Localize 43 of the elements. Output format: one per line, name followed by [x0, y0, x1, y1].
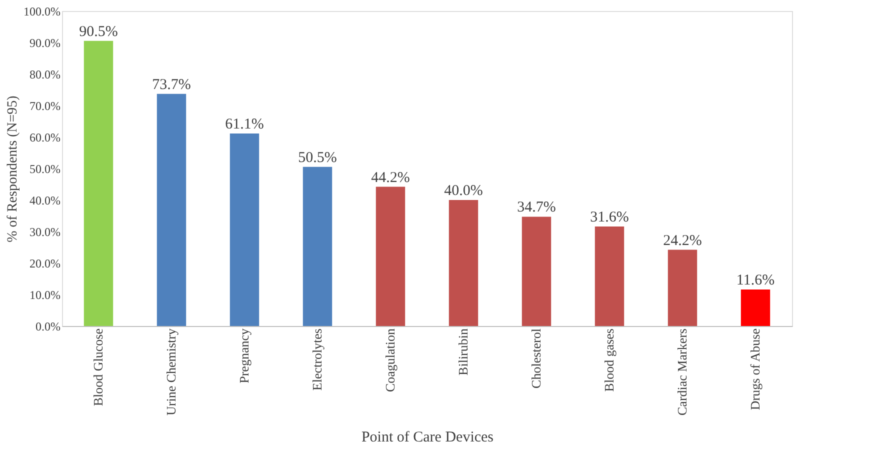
y-tick-label: 30.0% — [30, 225, 60, 239]
bar — [740, 289, 770, 326]
y-tick-label: 40.0% — [30, 194, 60, 208]
data-label: 50.5% — [298, 150, 337, 166]
y-tick-label: 20.0% — [30, 256, 60, 270]
data-label: 40.0% — [444, 183, 483, 199]
x-tick-label: Urine Chemistry — [164, 328, 178, 416]
data-label: 61.1% — [225, 116, 264, 133]
data-label: 34.7% — [517, 200, 556, 216]
y-tick-label: 80.0% — [30, 68, 60, 82]
x-axis-title: Point of Care Devices — [361, 430, 494, 446]
y-tick-label: 90.0% — [30, 36, 60, 50]
y-tick-label: 100.0% — [24, 4, 60, 18]
y-tick-label: 50.0% — [30, 162, 60, 176]
bar — [668, 250, 698, 326]
x-tick-label: Blood gases — [602, 328, 616, 392]
x-tick-label: Pregnancy — [236, 328, 252, 384]
bar — [522, 216, 552, 326]
bar — [302, 166, 332, 326]
x-tick-label: Electrolytes — [310, 328, 324, 391]
bar — [376, 186, 406, 326]
x-tick-label: Drugs of Abuse — [748, 328, 762, 410]
y-axis-title: % of Respondents (N=95) — [6, 95, 21, 242]
y-tick-label: 70.0% — [30, 99, 60, 113]
bar — [448, 200, 478, 326]
data-label: 90.5% — [79, 24, 118, 40]
data-label: 73.7% — [152, 76, 191, 93]
data-label: 44.2% — [371, 170, 410, 186]
bar — [594, 226, 624, 326]
x-tick-label: Coagulation — [382, 328, 398, 392]
data-label: 11.6% — [736, 272, 775, 288]
x-tick-label: Blood Glucose — [90, 328, 106, 406]
data-label: 24.2% — [663, 232, 702, 249]
bar — [84, 40, 114, 326]
data-label: 31.6% — [590, 209, 629, 226]
bar — [156, 94, 186, 326]
x-tick-label: Cardiac Markers — [674, 328, 690, 416]
bar — [230, 134, 260, 326]
y-tick-label: 10.0% — [30, 288, 60, 302]
y-tick-label: 60.0% — [30, 130, 60, 144]
y-tick-label: 0.0% — [36, 320, 60, 334]
x-tick-label: Cholesterol — [528, 328, 544, 388]
x-tick-label: Bilirubin — [456, 328, 470, 376]
